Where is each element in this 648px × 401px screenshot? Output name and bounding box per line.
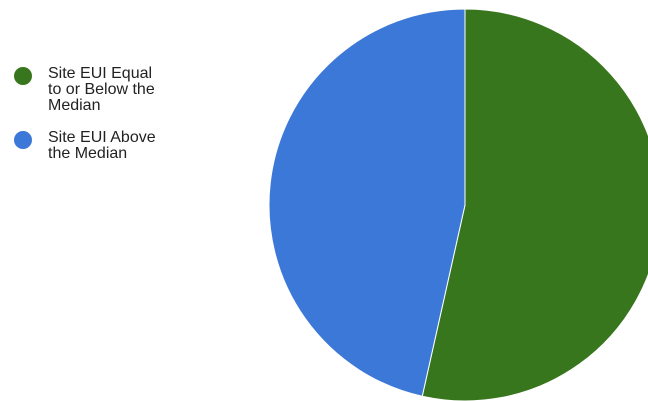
legend: Site EUI Equal to or Below the Median Si… xyxy=(14,66,204,178)
legend-label-above-median: Site EUI Above the Median xyxy=(48,129,156,162)
legend-item-above-median[interactable]: Site EUI Above the Median xyxy=(14,130,204,162)
legend-item-below-median[interactable]: Site EUI Equal to or Below the Median xyxy=(14,66,204,114)
legend-swatch-above-median xyxy=(14,131,32,149)
legend-swatch-below-median xyxy=(14,67,32,85)
legend-label-below-median: Site EUI Equal to or Below the Median xyxy=(48,65,155,114)
pie-slice-below-median[interactable] xyxy=(421,8,648,401)
pie-slice-above-median[interactable] xyxy=(268,8,466,397)
